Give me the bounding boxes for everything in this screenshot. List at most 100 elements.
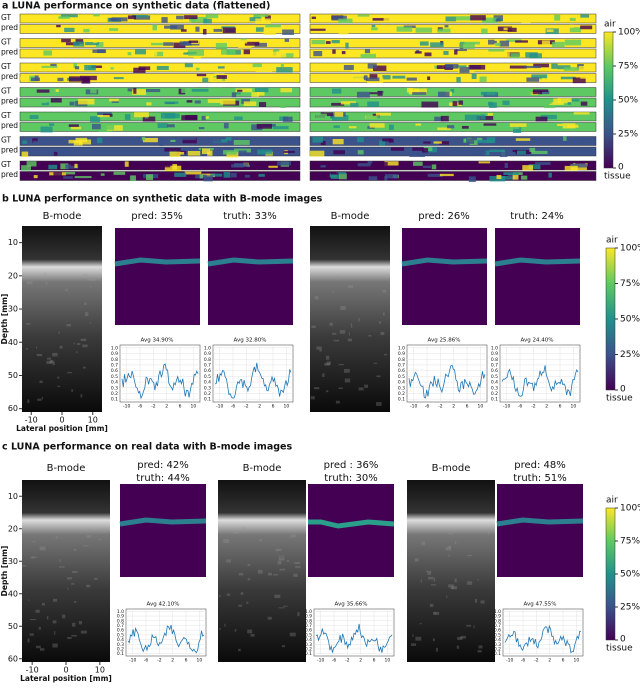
strip xyxy=(309,136,597,146)
speckle xyxy=(380,332,385,336)
strip-texture xyxy=(480,114,486,120)
speckle xyxy=(454,541,457,545)
speckle xyxy=(247,578,251,581)
speckle xyxy=(30,619,37,621)
strip-texture xyxy=(464,114,480,121)
speckle xyxy=(80,338,87,342)
strip-texture xyxy=(91,123,101,130)
strip-texture xyxy=(488,39,495,45)
strip-texture xyxy=(111,17,128,22)
tick-label: 10 xyxy=(477,404,483,410)
speckle xyxy=(448,545,452,548)
profile-line xyxy=(127,624,205,654)
tick-label: 0 xyxy=(620,385,626,395)
tick-label: 0.9 xyxy=(491,351,498,357)
strip-texture xyxy=(320,112,334,117)
tick-label: 0.5 xyxy=(111,374,118,380)
tick-label: 0.2 xyxy=(117,646,124,652)
strip-texture xyxy=(231,92,237,98)
tick-label: 0.5 xyxy=(117,632,124,638)
strip-texture xyxy=(320,141,326,146)
speckle xyxy=(434,611,440,615)
strip-texture xyxy=(29,67,46,71)
strip-texture xyxy=(124,114,131,120)
strip-texture xyxy=(217,66,225,69)
speckle xyxy=(445,547,452,551)
tick-label: 0.5 xyxy=(494,632,501,638)
tick-label: -2 xyxy=(244,404,249,410)
strip-texture xyxy=(127,15,136,20)
strip-texture xyxy=(365,115,380,119)
strip-texture xyxy=(437,28,451,33)
strip-texture xyxy=(179,41,192,46)
speckle xyxy=(226,593,231,596)
bmode-image xyxy=(22,480,110,662)
strip-texture xyxy=(396,26,413,32)
strip-texture xyxy=(132,89,146,95)
strip-texture xyxy=(243,49,250,55)
strip-texture xyxy=(482,17,498,24)
strip-texture xyxy=(152,24,158,31)
image-title: B-mode xyxy=(243,463,282,474)
strip-texture xyxy=(515,40,528,43)
speckle xyxy=(430,584,436,586)
strip-texture xyxy=(203,18,212,24)
strip-texture xyxy=(264,15,271,21)
tick-label: 0.1 xyxy=(117,651,124,657)
speckle xyxy=(22,565,27,567)
strip xyxy=(19,111,301,122)
image-title: B-mode xyxy=(43,211,82,222)
strip-texture xyxy=(184,63,193,68)
strip-texture xyxy=(535,116,548,122)
strip-texture xyxy=(413,161,423,166)
tick-label: 0.8 xyxy=(204,357,211,363)
speckle xyxy=(347,338,353,342)
speckle xyxy=(480,600,485,604)
tick-label: 50 xyxy=(8,622,18,631)
speckle xyxy=(382,289,387,293)
strip-texture xyxy=(524,89,536,92)
speckle xyxy=(257,569,263,574)
speckle xyxy=(89,285,92,287)
speckle xyxy=(432,611,436,615)
strip-texture xyxy=(477,163,484,170)
speckle xyxy=(273,573,278,576)
speckle xyxy=(73,548,77,551)
strip-texture xyxy=(221,49,236,55)
strip-texture xyxy=(50,98,62,103)
strip-texture xyxy=(372,18,390,21)
tick-label: 0.4 xyxy=(491,380,498,386)
tick-label: 10 xyxy=(190,404,196,410)
strip-texture xyxy=(130,175,136,182)
tick-label: 10 xyxy=(570,404,576,410)
strip-texture xyxy=(493,40,497,44)
speckle xyxy=(28,599,30,601)
tick-label: 10 xyxy=(196,658,202,664)
strip-texture xyxy=(282,29,294,35)
strip-texture xyxy=(40,101,47,104)
strip-texture xyxy=(562,123,576,129)
strip-texture xyxy=(236,39,248,44)
map-image xyxy=(115,228,200,325)
strip-texture xyxy=(356,91,370,98)
axis-label: Depth [mm] xyxy=(0,546,9,597)
strip-texture xyxy=(55,89,59,92)
speckle xyxy=(425,570,428,572)
strip-texture xyxy=(201,115,206,121)
strip-texture xyxy=(428,39,433,45)
strip-texture xyxy=(552,41,565,48)
speckle xyxy=(368,334,372,337)
strip-texture xyxy=(141,136,146,141)
speckle xyxy=(457,636,463,640)
map-image xyxy=(120,484,206,577)
strip-texture xyxy=(440,115,449,122)
strip-texture xyxy=(255,164,260,167)
speckle xyxy=(435,647,438,652)
strip-texture xyxy=(68,76,82,82)
strip-texture xyxy=(199,174,203,179)
row-label: pred xyxy=(1,146,18,155)
strip-texture xyxy=(312,136,324,143)
strip-texture xyxy=(443,50,449,55)
row-label: GT xyxy=(1,38,12,47)
strip-texture xyxy=(201,148,211,154)
